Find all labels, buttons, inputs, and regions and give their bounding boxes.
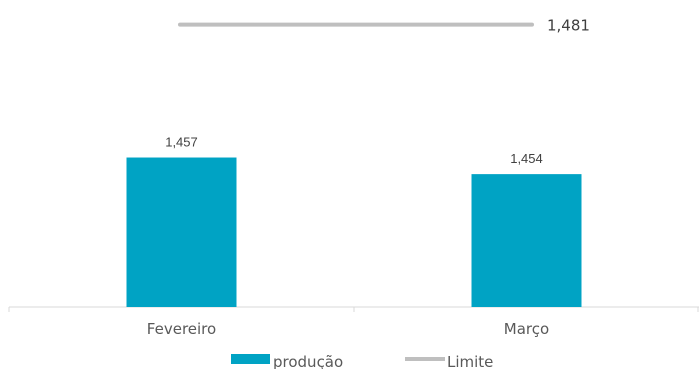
limit-series: 1,481 [178, 17, 590, 35]
legend-label-limite: Limite [447, 353, 493, 369]
x-axis-ticks [8, 307, 699, 312]
legend: produção Limite [231, 353, 493, 369]
bar-fevereiro [126, 157, 237, 307]
bar-value-label: 1,457 [165, 135, 198, 150]
bar-marco [471, 174, 582, 307]
x-tick-label: Fevereiro [147, 320, 216, 338]
data-labels: 1,457 Fevereiro 1,454 Março [147, 135, 549, 338]
bar-series-producao [126, 157, 582, 307]
legend-label-producao: produção [273, 353, 343, 369]
limit-value-label: 1,481 [547, 17, 590, 35]
x-tick-label: Março [504, 320, 549, 338]
legend-swatch-producao [231, 354, 270, 364]
bar-value-label: 1,454 [510, 151, 543, 166]
